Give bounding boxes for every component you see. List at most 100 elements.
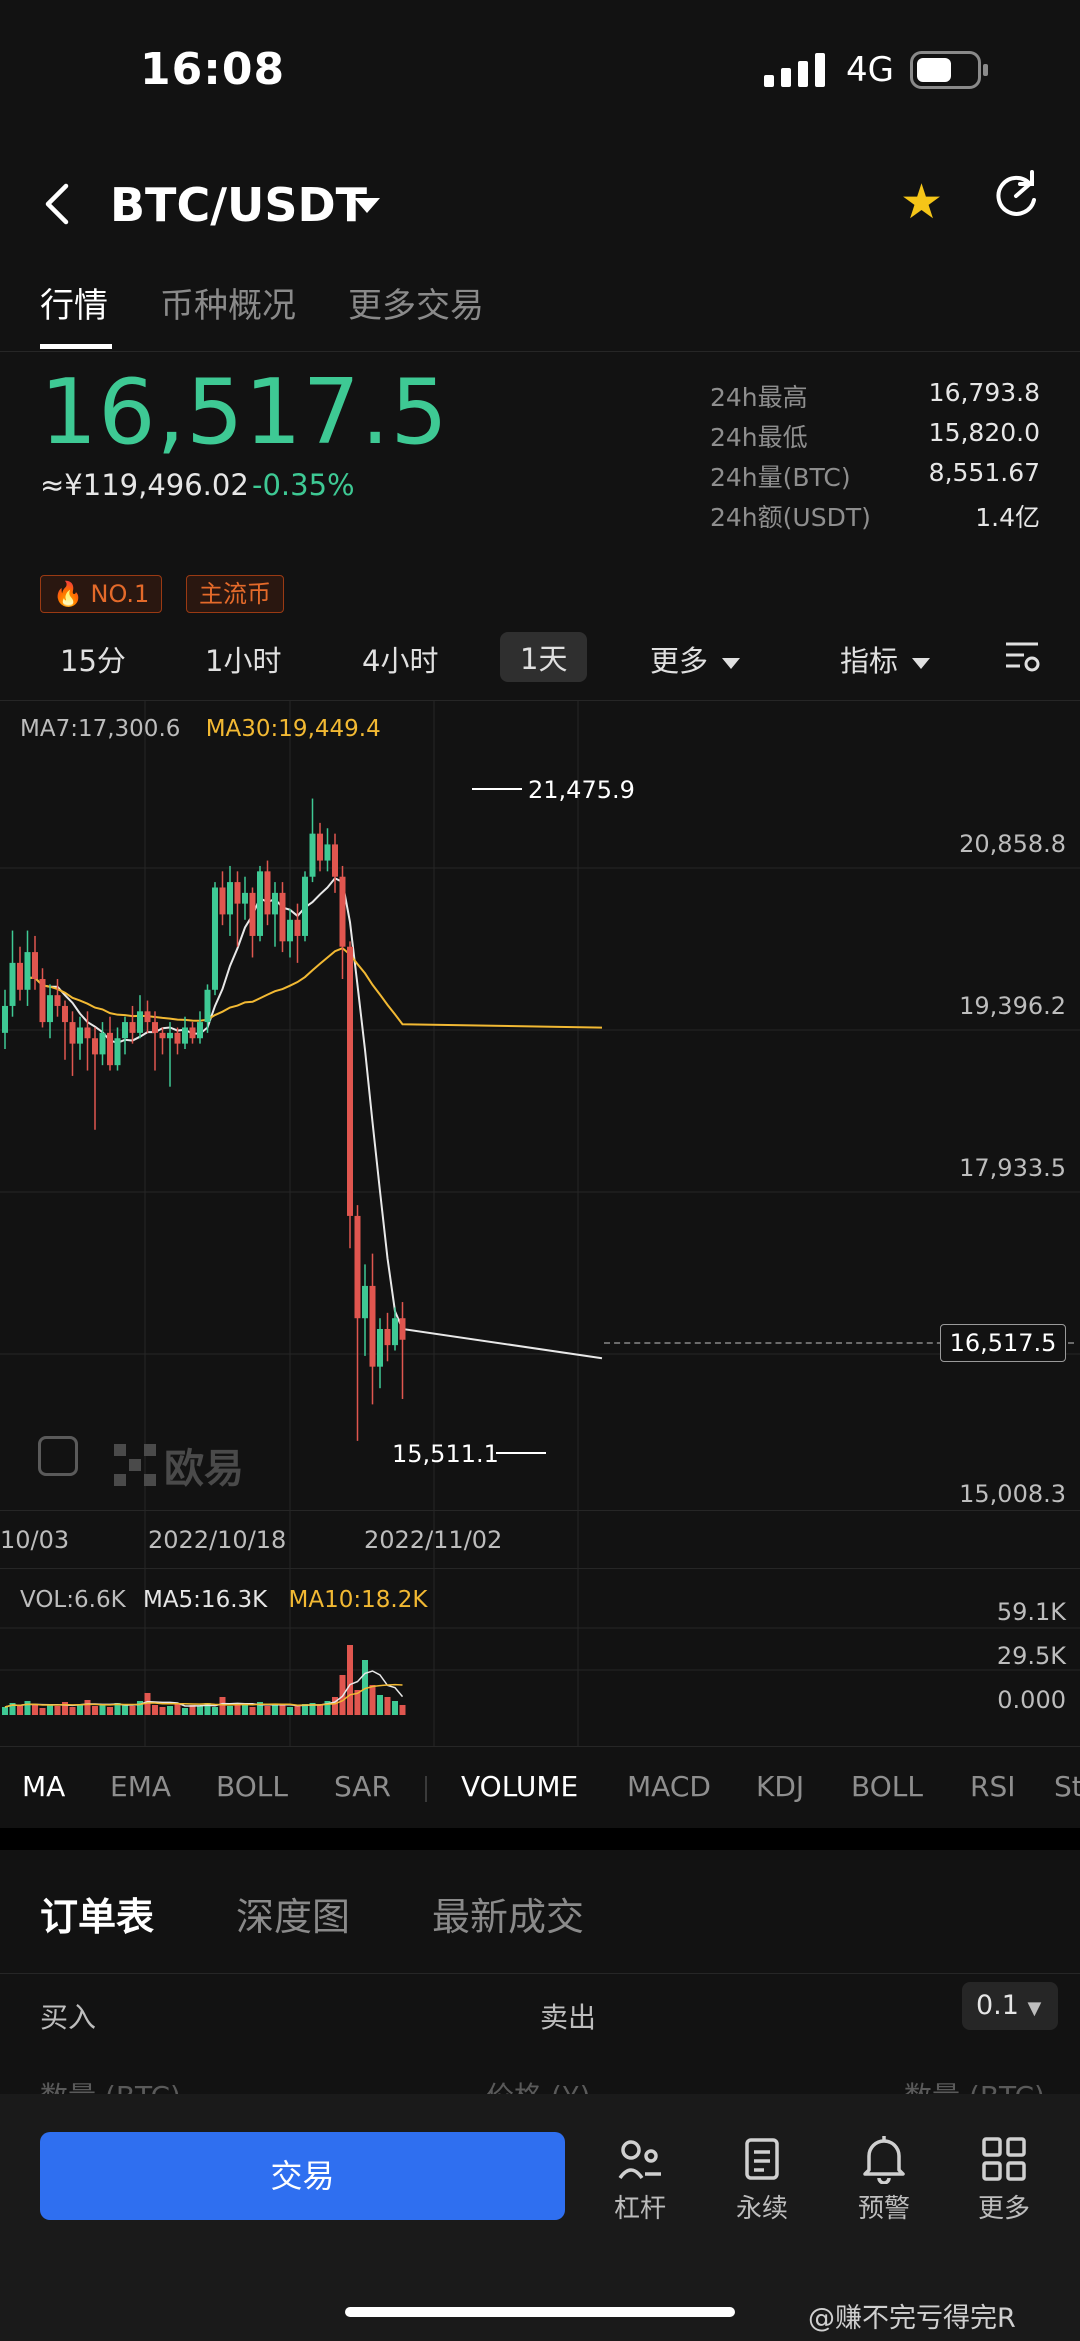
caret-down-icon[interactable]	[354, 198, 380, 213]
nav-label: 预警	[857, 2194, 910, 2224]
candle-body	[362, 1285, 368, 1319]
candle-body	[332, 844, 338, 877]
indicator-boll[interactable]: BOLL	[216, 1770, 288, 1803]
indicator-st[interactable]: St	[1054, 1770, 1080, 1803]
pair-selector[interactable]: BTC/USDT	[110, 178, 368, 232]
candle-body	[257, 871, 263, 936]
nav-label: 杠杆	[613, 2194, 666, 2224]
indicator-dropdown[interactable]: 指标	[840, 638, 931, 680]
volume-bar	[129, 1706, 136, 1715]
stat-value: 1.4亿	[975, 503, 1040, 532]
caret-down-icon: ▼	[1027, 1998, 1042, 2019]
rank-badge[interactable]: 🔥 NO.1	[40, 575, 163, 613]
candle-body	[309, 833, 316, 877]
volume-ma10-line	[4, 1683, 403, 1708]
candle-body	[84, 1027, 91, 1039]
more-intervals-dropdown[interactable]: 更多	[650, 638, 741, 680]
nav-more[interactable]: 更多	[954, 2130, 1054, 2225]
candles	[2, 798, 406, 1441]
volume-bar	[189, 1705, 196, 1715]
nav-perpetual[interactable]: 永续	[712, 2130, 812, 2225]
candle-body	[92, 1038, 98, 1055]
fullscreen-icon[interactable]	[38, 1436, 78, 1476]
interval-4h[interactable]: 4小时	[362, 644, 439, 678]
grid-icon	[982, 2137, 1026, 2181]
volume-bar	[152, 1705, 158, 1715]
candle-body	[324, 844, 331, 861]
last-price: 16,517.5	[40, 360, 449, 465]
header: BTC/USDT ★	[0, 170, 1080, 240]
indicator-rsi[interactable]: RSI	[970, 1770, 1016, 1803]
volume-bar	[204, 1703, 211, 1715]
interval-15m[interactable]: 15分	[60, 644, 126, 678]
candle-body	[287, 919, 293, 942]
indicator-kdj[interactable]: KDJ	[756, 1770, 805, 1803]
volume-bar	[384, 1697, 391, 1715]
candle-body	[249, 892, 256, 936]
tab-more-trading[interactable]: 更多交易	[348, 286, 484, 326]
volume-bar	[107, 1707, 113, 1715]
indicator-sar[interactable]: SAR	[334, 1770, 391, 1803]
candlestick-chart[interactable]	[0, 700, 1080, 1770]
tab-overview[interactable]: 币种概况	[160, 286, 296, 326]
nav-leverage[interactable]: 杠杆	[590, 2130, 690, 2225]
volume-ma-lines	[4, 1670, 404, 1708]
indicator-ema[interactable]: EMA	[110, 1770, 172, 1803]
trade-button[interactable]: 交易	[40, 2132, 565, 2220]
candle-body	[2, 1005, 8, 1033]
candle-body	[347, 946, 353, 1216]
volume-bar	[227, 1706, 233, 1715]
tab-depth-chart[interactable]: 深度图	[236, 1895, 351, 1939]
interval-1h[interactable]: 1小时	[205, 644, 282, 678]
indicator-ma[interactable]: MA	[22, 1770, 66, 1803]
indicator-volume[interactable]: VOLUME	[461, 1770, 579, 1803]
volume-bar	[54, 1706, 61, 1715]
section-gap	[0, 1828, 1080, 1850]
nav-alerts[interactable]: 预警	[834, 2130, 934, 2225]
candle-body	[197, 1022, 203, 1039]
volume-bar	[2, 1707, 8, 1715]
precision-select[interactable]: 0.1 ▼	[962, 1982, 1058, 2030]
candle-body	[279, 892, 286, 942]
candle-body	[107, 1032, 113, 1066]
tab-market[interactable]: 行情	[40, 286, 108, 326]
high-marker: 21,475.9	[528, 776, 635, 804]
volume-bar	[122, 1705, 128, 1715]
back-button[interactable]	[42, 182, 72, 229]
date-label: 10/03	[0, 1526, 70, 1554]
volume-bar	[234, 1704, 241, 1715]
ma7-label: MA7:17,300.6	[20, 716, 181, 742]
tab-latest-trades[interactable]: 最新成交	[432, 1895, 585, 1939]
volume-bar	[264, 1706, 271, 1715]
candle-body	[99, 1032, 106, 1055]
candle-body	[32, 952, 38, 980]
bell-icon	[863, 2136, 905, 2184]
candle-body	[339, 876, 346, 947]
price-axis-label: 19,396.2	[959, 992, 1066, 1020]
volume-bar	[332, 1697, 338, 1715]
volume-bar	[249, 1707, 256, 1715]
interval-bar: 15分 1小时 4小时 1天 更多 指标	[0, 630, 1080, 690]
indicator-tabs: MA EMA BOLL SAR VOLUME MACD KDJ BOLL RSI…	[0, 1770, 1080, 1830]
indicator-macd[interactable]: MACD	[627, 1770, 711, 1803]
status-icons: 4G	[764, 50, 990, 90]
ticker-stats: 24h最高 16,793.8 24h最低 15,820.0 24h量(BTC) 8,5…	[710, 378, 1040, 538]
category-badge[interactable]: 主流币	[186, 575, 284, 613]
tab-order-book[interactable]: 订单表	[40, 1895, 155, 1939]
price-axis-label: 17,933.5	[959, 1154, 1066, 1182]
okx-logo-text: 欧易	[164, 1446, 244, 1492]
stat-value: 15,820.0	[928, 418, 1040, 447]
volume-bar	[137, 1701, 143, 1715]
interval-1d[interactable]: 1天	[500, 632, 588, 682]
share-icon[interactable]	[990, 170, 1042, 222]
candle-body	[384, 1328, 391, 1346]
chart-settings-icon[interactable]	[1004, 640, 1042, 674]
indicator-boll-sub[interactable]: BOLL	[851, 1770, 923, 1803]
volume-bar	[287, 1707, 293, 1715]
home-indicator[interactable]	[345, 2307, 735, 2317]
volume-bar	[294, 1706, 301, 1715]
candle-body	[167, 1032, 173, 1039]
current-price-line	[604, 1342, 1074, 1344]
favorite-star-icon[interactable]: ★	[900, 174, 944, 230]
candle-body	[219, 887, 226, 915]
